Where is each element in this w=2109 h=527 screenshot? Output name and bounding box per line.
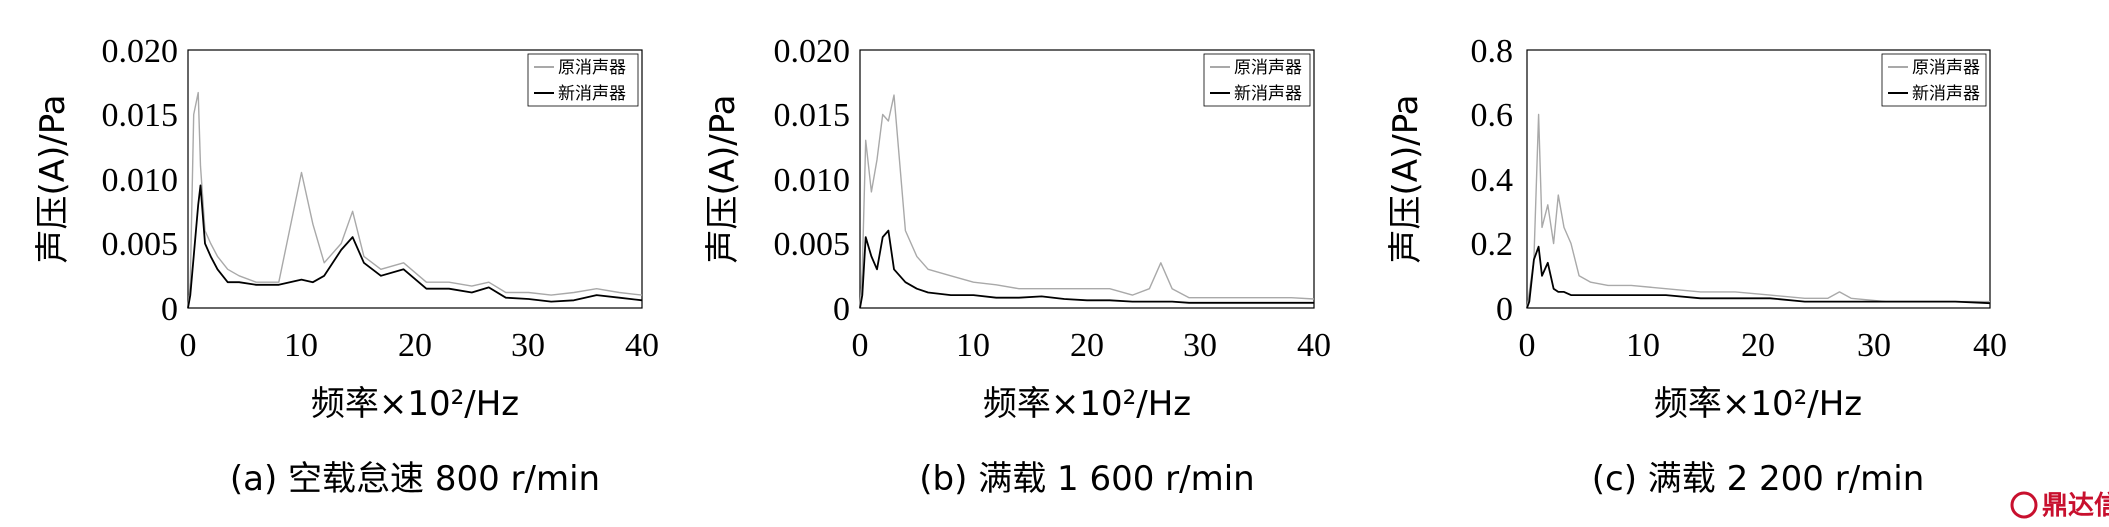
x-tick-label: 20 xyxy=(1070,327,1104,364)
y-tick-label: 0.015 xyxy=(774,97,851,134)
legend-box xyxy=(1881,53,1987,107)
legend-label-new: 新消声器 xyxy=(558,84,626,104)
panel-c: 0 0.2 0.4 0.6 0.8 0 10 20 30 40 声压(A)/Pa… xyxy=(1386,33,2007,499)
series-original-line xyxy=(1526,113,1990,309)
x-tick-label: 40 xyxy=(625,327,659,364)
y-axis-label: 声压(A)/Pa xyxy=(1386,94,1426,263)
series-new-line xyxy=(859,229,1314,309)
series-new-line xyxy=(187,184,643,309)
x-tick-label: 0 xyxy=(1519,327,1536,364)
x-tick-label: 10 xyxy=(956,327,990,364)
plot-frame xyxy=(187,49,643,309)
y-tick-label: 0.010 xyxy=(102,162,179,199)
y-tick-label: 0.005 xyxy=(774,226,851,263)
y-tick-label: 0 xyxy=(833,291,850,328)
series-layer xyxy=(859,94,1315,309)
y-tick-label: 0 xyxy=(1496,291,1513,328)
panel-caption: (c) 满载 2 200 r/min xyxy=(1592,459,1925,499)
x-tick-label: 40 xyxy=(1973,327,2007,364)
x-tick-labels: 0 10 20 30 40 xyxy=(180,327,660,364)
y-tick-labels: 0 0.2 0.4 0.6 0.8 xyxy=(1471,33,1514,328)
x-tick-label: 30 xyxy=(1857,327,1891,364)
series-layer xyxy=(1526,113,1991,309)
plot-area xyxy=(859,94,1315,309)
plot-area xyxy=(1526,113,1991,309)
x-tick-label: 0 xyxy=(180,327,197,364)
watermark-logo-icon xyxy=(2010,491,2038,519)
x-tick-label: 10 xyxy=(284,327,318,364)
x-tick-label: 40 xyxy=(1297,327,1331,364)
panel-caption: (a) 空载怠速 800 r/min xyxy=(230,459,600,499)
legend: 原消声器 新消声器 xyxy=(1881,53,1987,107)
y-tick-label: 0.010 xyxy=(774,162,851,199)
watermark-text: 鼎达信 xyxy=(2042,491,2109,521)
legend: 原消声器 新消声器 xyxy=(1203,53,1311,107)
legend-label-original: 原消声器 xyxy=(558,58,626,78)
y-tick-labels: 0 0.005 0.010 0.015 0.020 xyxy=(774,33,851,328)
series-new-line xyxy=(1526,245,1991,309)
x-tick-label: 20 xyxy=(398,327,432,364)
x-tick-labels: 0 10 20 30 40 xyxy=(852,327,1332,364)
x-tick-label: 20 xyxy=(1741,327,1775,364)
panel-caption: (b) 满载 1 600 r/min xyxy=(919,459,1254,499)
plot-frame xyxy=(1526,49,1991,309)
panel-a: 0 0.005 0.010 0.015 0.020 0 10 20 30 40 … xyxy=(33,33,659,499)
plot-frame xyxy=(859,49,1315,309)
plot-area xyxy=(187,91,643,309)
x-axis-label: 频率×10²/Hz xyxy=(1654,384,1862,424)
x-axis-label: 频率×10²/Hz xyxy=(983,384,1191,424)
x-tick-label: 30 xyxy=(1183,327,1217,364)
legend-label-original: 原消声器 xyxy=(1234,58,1302,78)
y-tick-label: 0.015 xyxy=(102,97,179,134)
legend-label-original: 原消声器 xyxy=(1912,58,1980,78)
legend-label-new: 新消声器 xyxy=(1912,84,1980,104)
y-tick-labels: 0 0.005 0.010 0.015 0.020 xyxy=(102,33,179,328)
legend-box xyxy=(1203,53,1311,107)
y-tick-label: 0.4 xyxy=(1471,162,1514,199)
x-tick-labels: 0 10 20 30 40 xyxy=(1519,327,2008,364)
watermark: 鼎达信 xyxy=(2010,491,2109,521)
legend-label-new: 新消声器 xyxy=(1234,84,1302,104)
y-tick-label: 0.2 xyxy=(1471,226,1514,263)
panel-b: 0 0.005 0.010 0.015 0.020 0 10 20 30 40 … xyxy=(703,33,1331,499)
series-layer xyxy=(187,91,643,309)
x-tick-label: 30 xyxy=(511,327,545,364)
y-axis-label: 声压(A)/Pa xyxy=(703,94,743,263)
x-tick-label: 0 xyxy=(852,327,869,364)
y-tick-label: 0.020 xyxy=(774,33,851,70)
y-tick-label: 0.005 xyxy=(102,226,179,263)
y-tick-label: 0.020 xyxy=(102,33,179,70)
x-axis-label: 频率×10²/Hz xyxy=(311,384,519,424)
x-tick-label: 10 xyxy=(1626,327,1660,364)
series-original-line xyxy=(859,94,1315,309)
y-tick-label: 0.6 xyxy=(1471,97,1514,134)
y-tick-label: 0 xyxy=(161,291,178,328)
series-original-line xyxy=(187,91,643,309)
legend-box xyxy=(527,53,639,107)
legend: 原消声器 新消声器 xyxy=(527,53,639,107)
y-tick-label: 0.8 xyxy=(1471,33,1514,70)
y-axis-label: 声压(A)/Pa xyxy=(33,94,73,263)
